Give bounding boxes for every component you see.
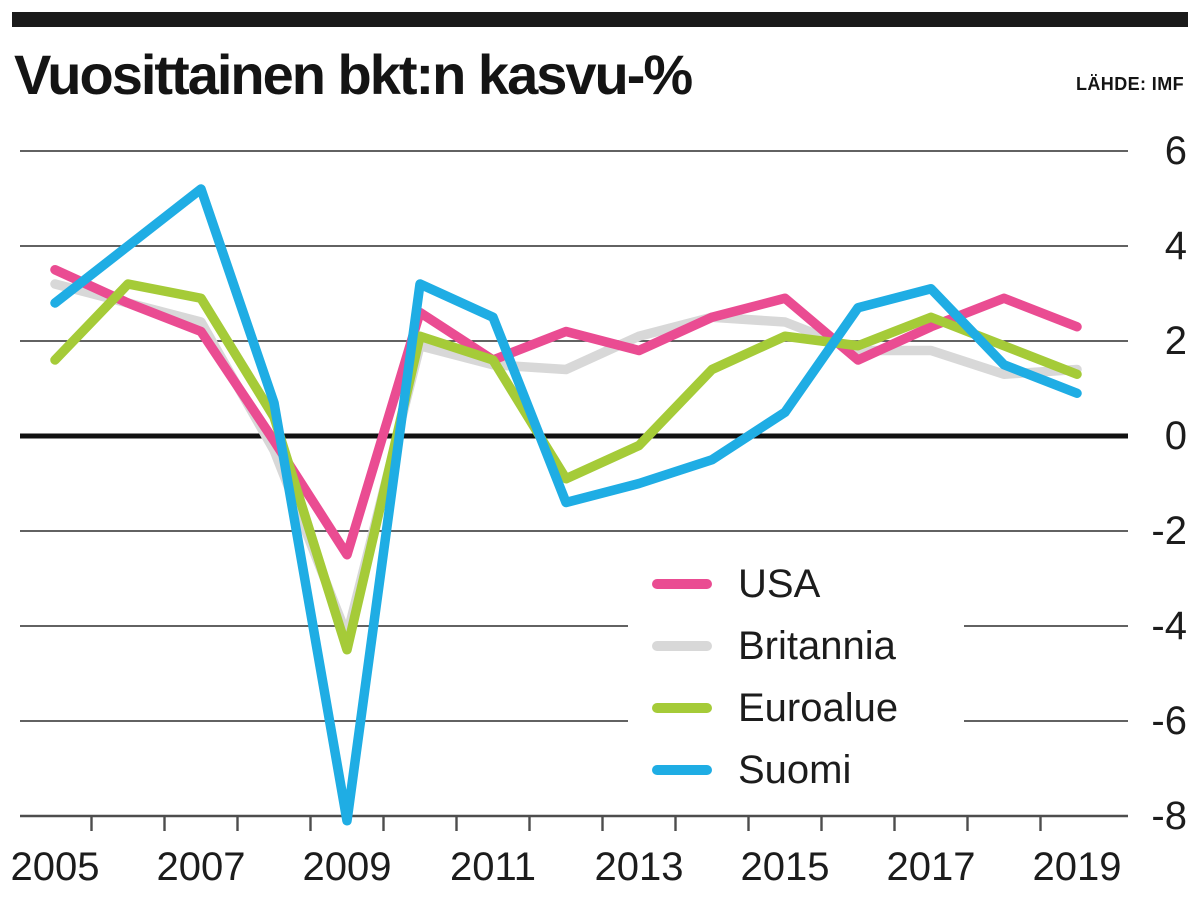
y-axis-label: -6 (1151, 699, 1187, 743)
y-axis-label: -2 (1151, 509, 1187, 553)
y-axis-label: 0 (1164, 414, 1187, 458)
x-axis-label: 2005 (10, 845, 100, 889)
x-axis-label: 2013 (594, 845, 684, 889)
y-axis-label: 6 (1164, 129, 1187, 173)
legend-swatch-euroalue (652, 703, 712, 713)
y-axis-label: -4 (1151, 604, 1187, 648)
source-label: LÄHDE: IMF (1076, 74, 1184, 94)
x-axis-label: 2011 (449, 845, 536, 889)
legend-item-euroalue: Euroalue (628, 677, 964, 739)
x-axis-label: 2019 (1032, 845, 1122, 889)
legend-swatch-britannia (652, 641, 712, 651)
x-axis-label: 2009 (302, 845, 392, 889)
page-title: Vuosittainen bkt:n kasvu-% (14, 43, 693, 106)
legend-label: Britannia (738, 623, 896, 668)
data-series (50, 184, 1082, 826)
legend-label: USA (738, 561, 821, 606)
legend-label: Suomi (738, 747, 852, 792)
legend-swatch-usa (652, 579, 712, 589)
series-line-euroalue (50, 279, 1082, 655)
legend-swatch-suomi (652, 765, 712, 775)
top-rule (12, 12, 1188, 27)
series-line-usa (50, 265, 1082, 560)
legend-item-suomi: Suomi (628, 739, 964, 801)
x-axis-label: 2017 (886, 845, 976, 889)
axis-ticks (90, 817, 1042, 831)
x-axis-label: 2007 (156, 845, 246, 889)
legend: USA Britannia Euroalue Suomi (628, 551, 964, 807)
legend-item-britannia: Britannia (628, 615, 964, 677)
x-axis-label: 2015 (740, 845, 830, 889)
y-axis-label: 4 (1164, 224, 1187, 268)
y-axis-label: 2 (1164, 319, 1187, 363)
legend-item-usa: USA (628, 553, 964, 615)
y-axis-label: -8 (1151, 794, 1187, 838)
legend-label: Euroalue (738, 685, 899, 730)
series-line-suomi (50, 184, 1082, 826)
